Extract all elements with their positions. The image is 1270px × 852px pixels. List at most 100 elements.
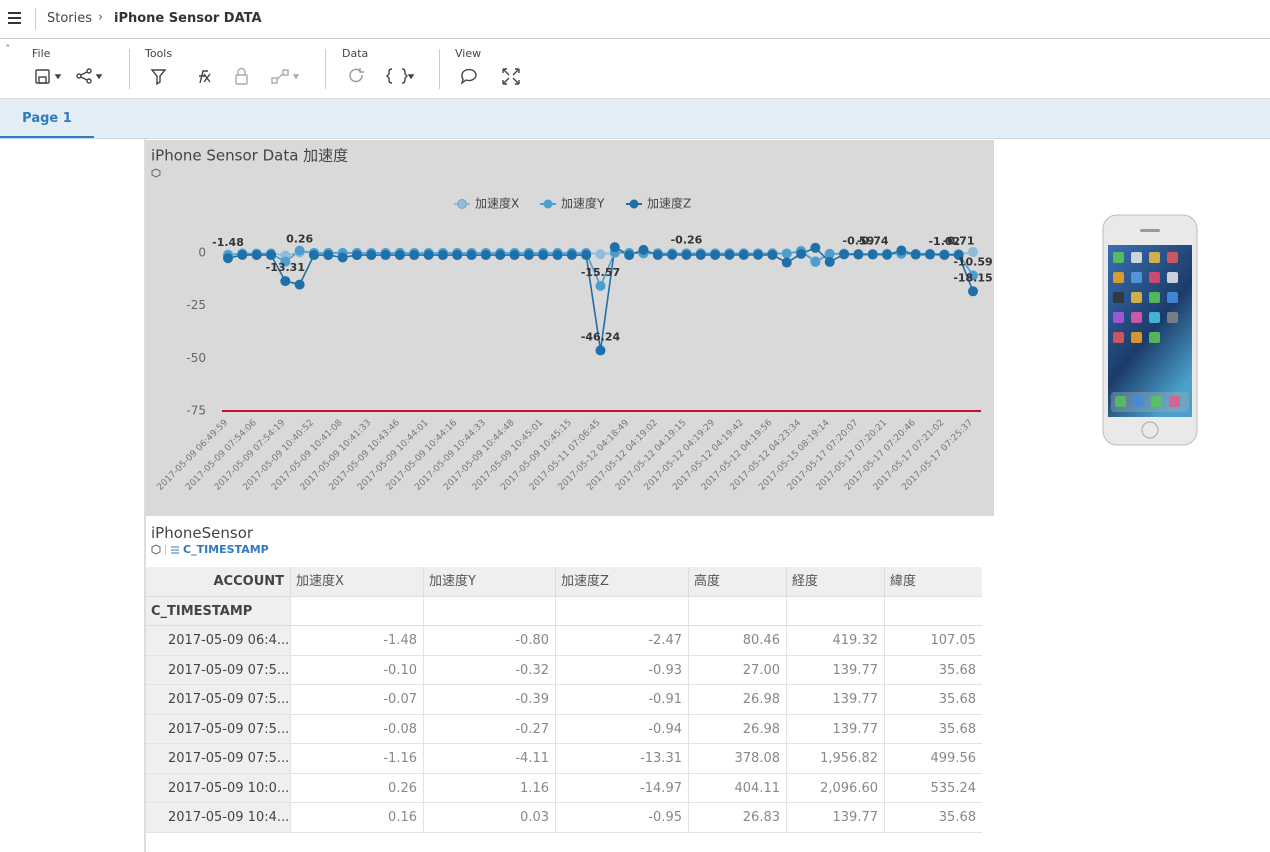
- table-cell: 404.11: [688, 773, 786, 803]
- menu-icon[interactable]: [8, 11, 22, 25]
- data-point: [294, 279, 305, 290]
- table: ACCOUNT 加速度X 加速度Y 加速度Z 高度 経度 緯度 C_TIMESTAMP 2017…: [146, 567, 994, 833]
- empty-cell: [786, 596, 884, 626]
- data-point: [839, 249, 850, 260]
- dimension-link[interactable]: C_TIMESTAMP: [183, 543, 269, 556]
- data-point: [337, 252, 348, 263]
- model-icon: [151, 544, 179, 555]
- row-label: 2017-05-09 10:4...: [146, 803, 290, 833]
- column-header: 加速度Z: [555, 567, 688, 597]
- collapse-icon[interactable]: ˆ: [5, 43, 11, 56]
- chevron: ›: [98, 10, 104, 25]
- data-point: [351, 250, 362, 261]
- divider: [439, 49, 440, 89]
- data-point: [710, 249, 721, 260]
- table-cell: 1.16: [423, 773, 555, 803]
- group-label: Tools: [145, 47, 173, 60]
- formula-icon[interactable]: [199, 70, 211, 84]
- legend-item: 加速度Z: [626, 196, 691, 211]
- data-label: -1.02: [928, 235, 960, 248]
- column-header: 高度: [688, 567, 786, 597]
- lock-icon[interactable]: [235, 67, 248, 85]
- data-label: -0.74: [857, 235, 889, 248]
- data-label: -0.59: [843, 234, 875, 247]
- comment-icon[interactable]: [460, 68, 477, 85]
- table-title: iPhoneSensor: [151, 524, 254, 542]
- table-cell: 26.98: [688, 714, 786, 744]
- table-cell: 1,956.82: [786, 744, 884, 774]
- table-cell: -0.93: [555, 655, 688, 685]
- filter-icon[interactable]: [150, 69, 167, 86]
- data-label: -1.48: [212, 236, 244, 249]
- fullscreen-icon[interactable]: [502, 68, 520, 85]
- table-cell: -0.32: [423, 655, 555, 685]
- data-point: [409, 250, 420, 261]
- breadcrumb[interactable]: Stories: [47, 11, 93, 26]
- legend-swatch: [457, 199, 467, 209]
- model-icon: [151, 168, 161, 178]
- table-cell: 139.77: [786, 655, 884, 685]
- data-point: [824, 256, 835, 267]
- link-icon[interactable]: [271, 69, 300, 84]
- script-icon[interactable]: [386, 68, 408, 84]
- table-cell: -0.07: [290, 685, 423, 715]
- table-cell: -0.08: [290, 714, 423, 744]
- table-cell: 499.56: [884, 744, 982, 774]
- data-point: [738, 249, 749, 260]
- row-label: 2017-05-09 06:4...: [146, 626, 290, 656]
- data-point: [609, 242, 620, 253]
- table-cell: -2.47: [555, 626, 688, 656]
- data-point: [796, 248, 807, 259]
- data-point: [810, 242, 821, 253]
- save-icon[interactable]: [35, 69, 62, 84]
- table-cell: -0.10: [290, 655, 423, 685]
- row-label: 2017-05-09 07:5...: [146, 685, 290, 715]
- data-point: [265, 250, 276, 261]
- page-tab[interactable]: Page 1: [0, 99, 94, 138]
- table-cell: 107.05: [884, 626, 982, 656]
- table-cell: -1.48: [290, 626, 423, 656]
- refresh-icon[interactable]: [349, 68, 364, 83]
- data-point: [638, 244, 649, 255]
- table-cell: -1.16: [290, 744, 423, 774]
- share-icon[interactable]: [76, 68, 103, 84]
- data-point: [681, 249, 692, 260]
- table-cell: -0.27: [423, 714, 555, 744]
- data-label: -18.15: [953, 271, 992, 284]
- data-point: [882, 249, 893, 260]
- data-point: [867, 249, 878, 260]
- data-point: [767, 249, 778, 260]
- empty-cell: [688, 596, 786, 626]
- table-cell: -14.97: [555, 773, 688, 803]
- y-tick-label: -25: [186, 298, 206, 312]
- data-point: [523, 250, 534, 261]
- empty-cell: [884, 596, 982, 626]
- legend-item: 加速度Y: [540, 196, 605, 211]
- corner-header: ACCOUNT: [146, 567, 290, 597]
- data-label: -46.24: [581, 330, 621, 343]
- data-point: [595, 345, 606, 356]
- data-point: [223, 253, 233, 264]
- divider: [129, 49, 130, 89]
- table-cell: 139.77: [786, 714, 884, 744]
- column-header: 加速度Y: [423, 567, 555, 597]
- data-point: [366, 250, 377, 261]
- legend-label: 加速度X: [475, 196, 519, 211]
- legend-label: 加速度Y: [561, 196, 605, 211]
- row-header-title: C_TIMESTAMP: [146, 596, 290, 626]
- chart-widget: iPhone Sensor Data 加速度 0 -25 -50 -75 2017-05…: [146, 140, 994, 516]
- row-label: 2017-05-09 07:5...: [146, 714, 290, 744]
- data-point: [695, 249, 706, 260]
- table-widget: iPhoneSensor C_TIMESTAMP ACCOUNT 加速度X 加速度Y…: [146, 516, 994, 833]
- table-cell: 0.26: [290, 773, 423, 803]
- legend-label: 加速度Z: [647, 196, 691, 211]
- data-point: [308, 250, 319, 261]
- data-point: [910, 249, 921, 260]
- data-point: [566, 250, 577, 261]
- column-header: 緯度: [884, 567, 982, 597]
- data-label: -13.31: [266, 261, 305, 274]
- y-tick-label: -75: [186, 404, 206, 418]
- group-label: View: [455, 47, 482, 60]
- table-cell: 27.00: [688, 655, 786, 685]
- table-cell: 0.16: [290, 803, 423, 833]
